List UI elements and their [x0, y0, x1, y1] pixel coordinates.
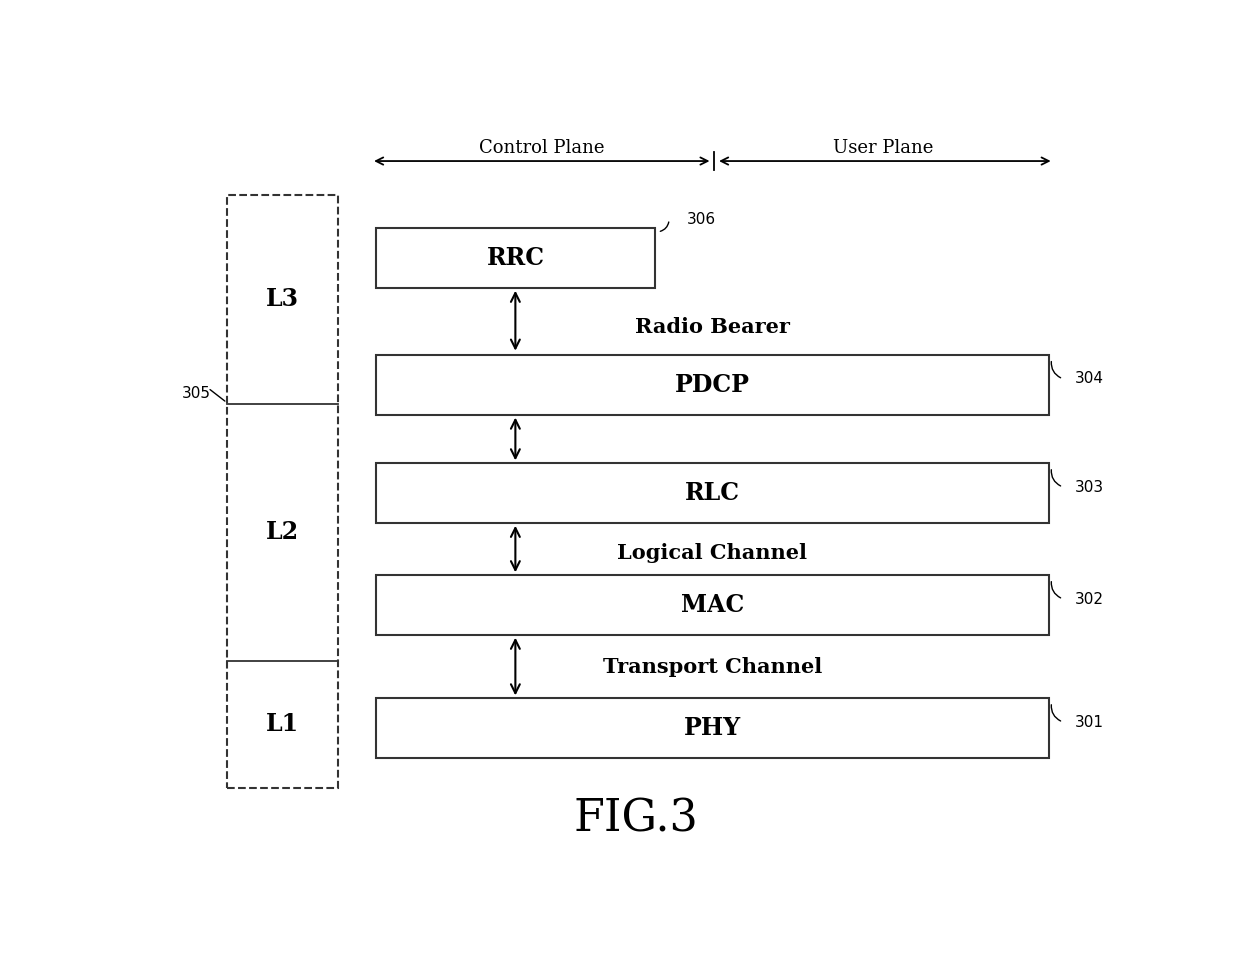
Text: PDCP: PDCP — [675, 373, 750, 397]
Bar — [376, 576, 1049, 635]
Text: Transport Channel: Transport Channel — [603, 657, 822, 677]
Text: RLC: RLC — [684, 481, 740, 505]
Text: MAC: MAC — [681, 593, 744, 617]
Text: 303: 303 — [1075, 480, 1104, 494]
Text: Control Plane: Control Plane — [479, 140, 604, 157]
Text: L1: L1 — [265, 712, 299, 736]
Text: L3: L3 — [265, 287, 299, 311]
Bar — [376, 229, 655, 288]
Text: Logical Channel: Logical Channel — [618, 543, 807, 563]
Text: 302: 302 — [1075, 591, 1104, 607]
Text: PHY: PHY — [683, 716, 742, 740]
Bar — [376, 463, 1049, 523]
Text: 305: 305 — [182, 387, 211, 401]
Bar — [376, 699, 1049, 758]
Text: FIG.3: FIG.3 — [573, 797, 698, 840]
Text: L2: L2 — [265, 520, 299, 545]
Text: User Plane: User Plane — [833, 140, 934, 157]
Text: 304: 304 — [1075, 371, 1104, 387]
Text: 306: 306 — [687, 212, 715, 227]
Bar — [227, 195, 337, 788]
Bar — [376, 355, 1049, 415]
Text: RRC: RRC — [486, 246, 544, 270]
Text: 301: 301 — [1075, 715, 1104, 730]
Text: Radio Bearer: Radio Bearer — [635, 317, 790, 336]
